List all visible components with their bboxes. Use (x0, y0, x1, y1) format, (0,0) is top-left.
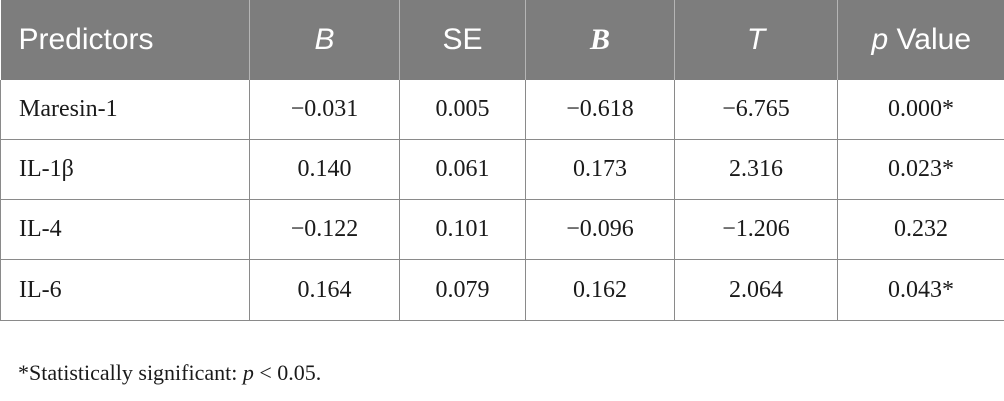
table-row: IL-4 −0.122 0.101 −0.096 −1.206 0.232 (0, 199, 1004, 260)
cell-predictor: IL-1β (0, 139, 250, 200)
header-p-value: p Value (837, 0, 1004, 80)
regression-table-container: Predictors B SE B T p Value Maresin-1 −0… (0, 0, 1004, 321)
table-row: IL-6 0.164 0.079 0.162 2.064 0.043* (0, 259, 1004, 321)
header-p-value-text: p Value (871, 23, 972, 56)
cell-p: 0.232 (837, 199, 1004, 260)
table-row: Maresin-1 −0.031 0.005 −0.618 −6.765 0.0… (0, 80, 1004, 140)
cell-se: 0.005 (399, 80, 526, 140)
regression-table: Predictors B SE B T p Value Maresin-1 −0… (0, 0, 1004, 321)
header-predictors: Predictors (0, 0, 250, 80)
cell-se: 0.101 (399, 199, 526, 260)
header-beta-standardized: B (525, 0, 675, 80)
cell-p: 0.023* (837, 139, 1004, 200)
header-t: T (674, 0, 838, 80)
cell-b: 0.164 (249, 259, 400, 321)
header-b-unstandardized: B (249, 0, 400, 80)
footnote-p-symbol: p (242, 360, 254, 385)
cell-beta: 0.173 (525, 139, 675, 200)
table-footnote: *Statistically significant: p < 0.05. (18, 360, 321, 386)
cell-b: −0.122 (249, 199, 400, 260)
cell-predictor: IL-4 (0, 199, 250, 260)
cell-p: 0.043* (837, 259, 1004, 321)
cell-predictor: Maresin-1 (0, 80, 250, 140)
cell-t: 2.316 (674, 139, 838, 200)
cell-t: −6.765 (674, 80, 838, 140)
footnote-prefix: *Statistically significant: (18, 360, 243, 385)
cell-predictor: IL-6 (0, 259, 250, 321)
cell-b: −0.031 (249, 80, 400, 140)
cell-beta: 0.162 (525, 259, 675, 321)
cell-p: 0.000* (837, 80, 1004, 140)
header-row: Predictors B SE B T p Value (0, 0, 1004, 80)
cell-beta: −0.096 (525, 199, 675, 260)
footnote-suffix: < 0.05. (253, 360, 322, 385)
table-row: IL-1β 0.140 0.061 0.173 2.316 0.023* (0, 139, 1004, 200)
cell-t: 2.064 (674, 259, 838, 321)
header-p-italic: p (871, 23, 889, 56)
cell-se: 0.079 (399, 259, 526, 321)
cell-b: 0.140 (249, 139, 400, 200)
cell-se: 0.061 (399, 139, 526, 200)
cell-beta: −0.618 (525, 80, 675, 140)
header-se: SE (399, 0, 526, 80)
cell-t: −1.206 (674, 199, 838, 260)
